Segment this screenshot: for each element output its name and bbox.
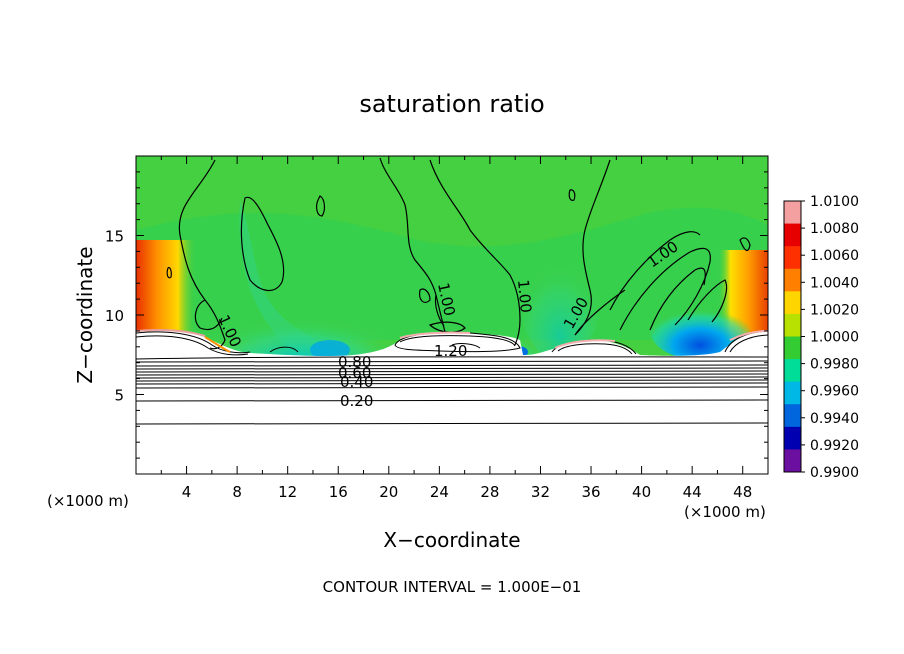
x-axis: 4 8 12 16 20 24 28 32 36 40 44 48 [160, 156, 752, 501]
chart-title: saturation ratio [359, 90, 544, 118]
colorbar-label: 0.9960 [810, 384, 859, 400]
contour-label: 0.80 [338, 353, 371, 371]
x-axis-title: X−coordinate [383, 528, 520, 552]
colorbar-swatch [784, 246, 801, 270]
colorbar-swatch [784, 381, 801, 405]
plot-area: 1.00 1.00 1.00 1.00 1.00 1.20 0.80 0.60 … [136, 156, 768, 474]
colorbar-label: 0.9920 [810, 438, 859, 454]
contour-interval-note: CONTOUR INTERVAL = 1.000E−01 [323, 578, 582, 596]
upper-contours [166, 157, 751, 350]
y-axis: 5 10 15 [105, 171, 768, 459]
x-tick-label: 40 [632, 483, 651, 501]
colorbar-label: 1.0060 [810, 248, 859, 264]
colorbar-label: 0.9980 [810, 357, 859, 373]
colorbar-label: 1.0000 [810, 330, 859, 346]
colorbar-label: 1.0040 [810, 275, 859, 291]
colorbar-swatch [784, 291, 801, 315]
x-tick-label: 48 [733, 483, 752, 501]
colorbar-swatch [784, 404, 801, 428]
x-tick-label: 4 [182, 483, 192, 501]
colorbar-swatch [784, 313, 801, 337]
colorbar-swatch [784, 201, 801, 225]
colorbar-swatch [784, 359, 801, 383]
x-tick-label: 8 [232, 483, 242, 501]
colorbar: 1.0100 1.0080 1.0060 1.0040 1.0020 1.0000 0.99… [783, 194, 859, 481]
colorbar-swatch [784, 449, 801, 473]
y-axis-title: Z−coordinate [73, 246, 97, 383]
contour-label: 0.20 [340, 392, 373, 410]
y-tick-label: 15 [105, 228, 124, 246]
contour-label: 1.00 [514, 279, 535, 314]
colorbar-label: 0.9940 [810, 411, 859, 427]
x-unit-right: (×1000 m) [684, 503, 766, 521]
colorbar-label: 1.0020 [810, 302, 859, 318]
colorbar-swatch [784, 426, 801, 450]
cloud-fringe [136, 329, 768, 353]
x-unit-left: (×1000 m) [47, 492, 129, 510]
x-tick-label: 20 [379, 483, 398, 501]
contour-label: 0.60 [338, 364, 371, 382]
colorbar-swatch [784, 223, 801, 247]
colorbar-swatch [784, 336, 801, 360]
colorbar-label: 1.0100 [810, 194, 859, 210]
colorbar-label: 0.9900 [810, 465, 859, 481]
lower-contours [136, 356, 768, 425]
left-warm-region [136, 240, 196, 340]
colorbar-swatch [784, 268, 801, 292]
contour-label: 1.20 [434, 342, 467, 360]
blue-low-region [650, 300, 750, 360]
blue-low-region [310, 340, 350, 360]
x-tick-label: 36 [581, 483, 600, 501]
y-tick-label: 5 [114, 387, 124, 405]
x-tick-label: 28 [480, 483, 499, 501]
colorbar-label: 1.0080 [810, 221, 859, 237]
x-tick-label: 16 [329, 483, 348, 501]
x-tick-label: 32 [531, 483, 550, 501]
x-tick-label: 24 [430, 483, 449, 501]
x-tick-label: 12 [278, 483, 297, 501]
x-tick-label: 44 [683, 483, 702, 501]
contour-label: 0.40 [340, 373, 373, 391]
y-tick-label: 10 [105, 307, 124, 325]
